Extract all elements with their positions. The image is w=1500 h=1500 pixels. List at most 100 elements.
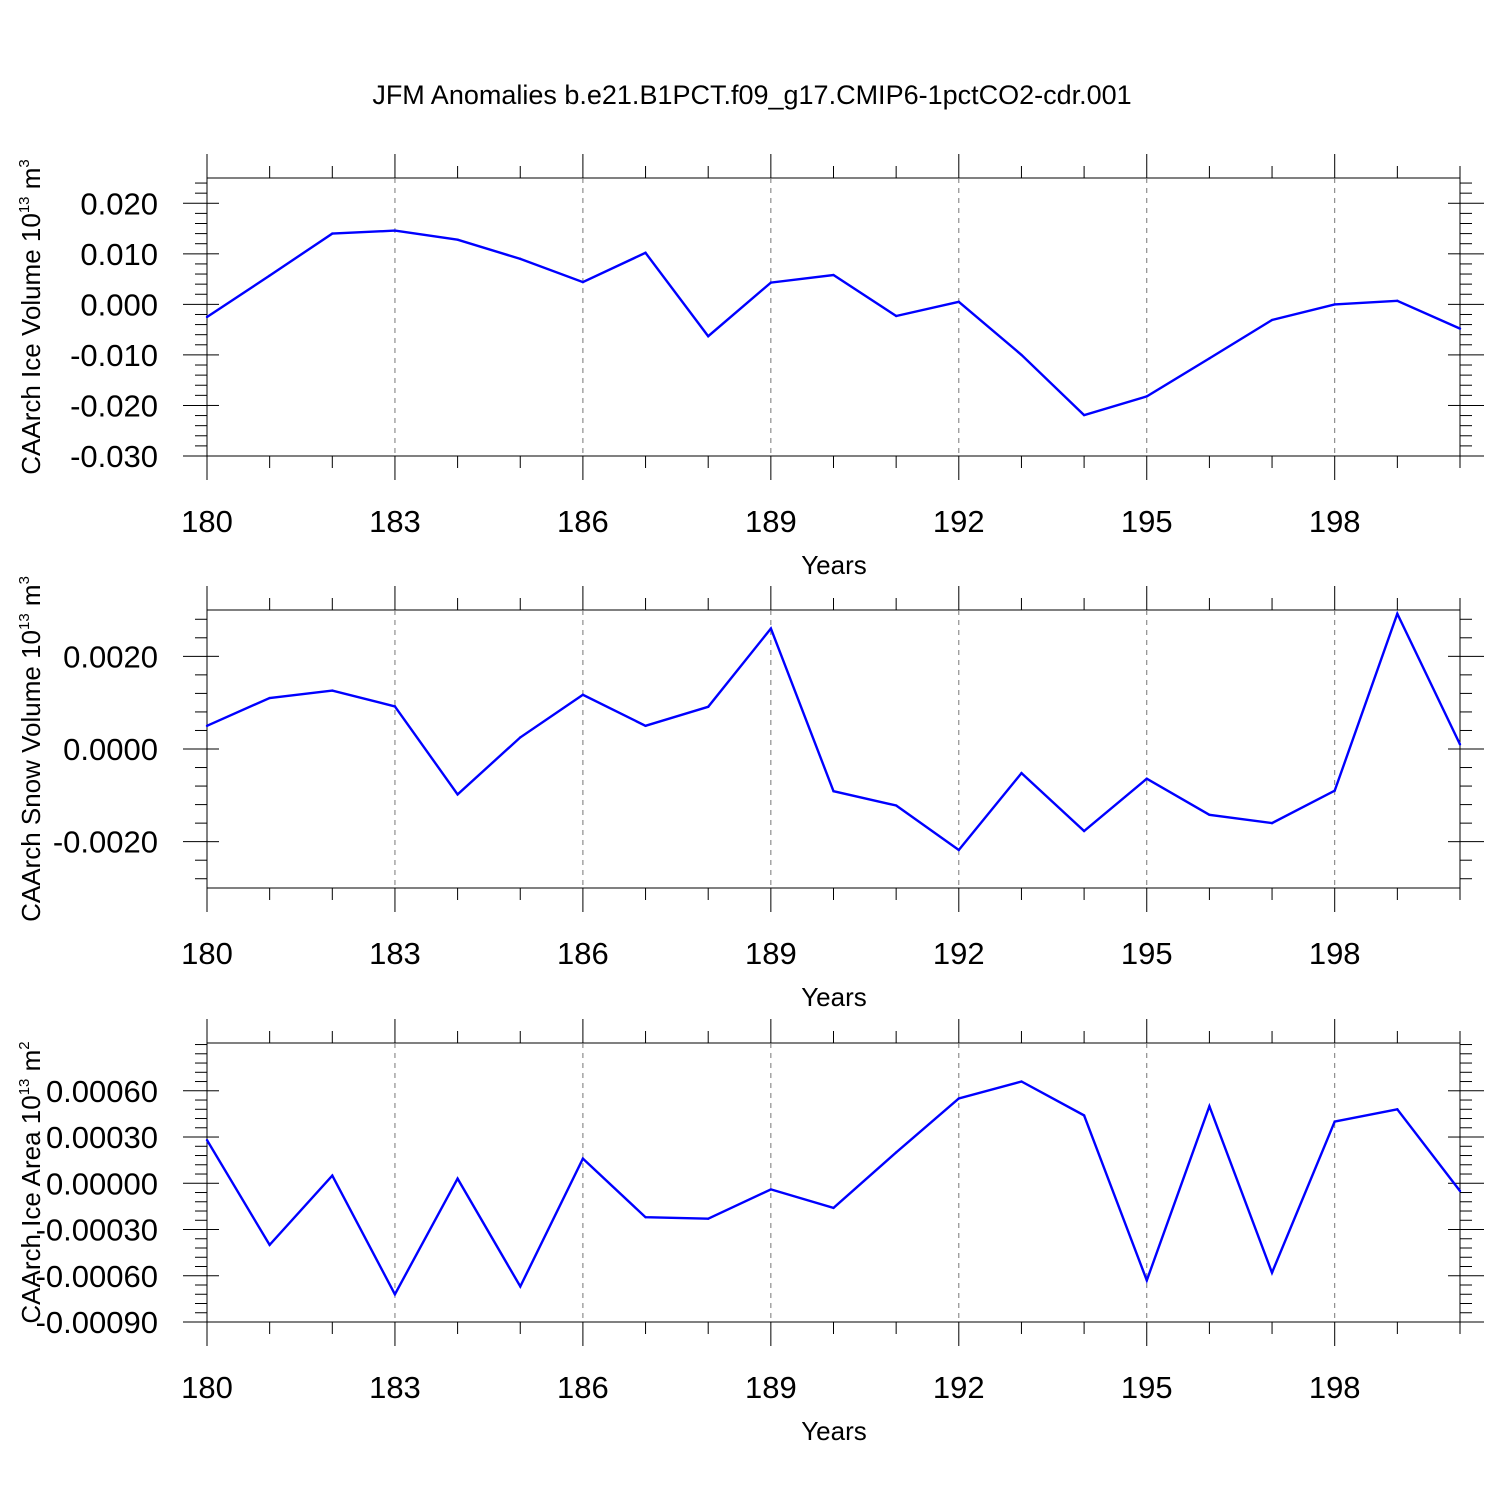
data-point: [1020, 771, 1023, 775]
data-point: [957, 848, 960, 852]
y-tick-label: 0.010: [80, 237, 158, 272]
data-point: [268, 274, 271, 277]
data-point: [1020, 353, 1023, 357]
panel-2: 180 183 186 189 192 195 198 0.0020 0.0000 -0.0020…: [16, 576, 1484, 1012]
y-tick-label: 0.000: [80, 287, 158, 322]
x-tick-label: 180: [181, 504, 233, 539]
data-point: [707, 705, 710, 709]
data-point: [268, 1243, 271, 1247]
data-point: [456, 1177, 459, 1180]
x-tick-label: 192: [933, 504, 985, 539]
x-tick-label: 192: [933, 1370, 985, 1405]
x-tick-label: 192: [933, 936, 985, 971]
y-axis-label: CAArch Snow Volume 1013 m3: [16, 576, 46, 922]
data-point: [1333, 303, 1336, 306]
x-tick-label: 189: [745, 936, 797, 971]
data-point: [581, 1157, 585, 1160]
y-tick-label: 0.020: [80, 186, 158, 221]
data-point: [1333, 789, 1336, 792]
y-tick-label: 0.0000: [63, 732, 158, 767]
data-point: [1145, 1279, 1148, 1282]
x-axis-label: Years: [801, 1416, 867, 1446]
data-point: [1082, 1114, 1086, 1117]
panel-1: 180 183 186 189 192 195 198 0.020 0.010 0.000 -0.0…: [16, 154, 1484, 580]
x-tick-label: 180: [181, 1370, 233, 1405]
x-tick-label: 198: [1309, 936, 1361, 971]
data-point: [205, 724, 209, 728]
data-point: [456, 793, 459, 796]
data-point: [1082, 829, 1086, 833]
data-point: [644, 724, 647, 728]
x-tick-label: 198: [1309, 504, 1361, 539]
data-point: [894, 1151, 898, 1154]
x-tick-label: 183: [369, 936, 421, 971]
data-point: [1270, 1271, 1274, 1274]
y-axis-label: CAArch Ice Area 1013 m2: [16, 1041, 46, 1323]
data-point: [1208, 357, 1211, 360]
panel-3: 180 183 186 189 192 195 198 0.00060 0.00030 0.000…: [16, 1019, 1484, 1446]
y-tick-label: -0.010: [70, 338, 158, 373]
x-tick-label: 186: [557, 504, 609, 539]
x-tick-label: 180: [181, 936, 233, 971]
data-point: [1208, 1104, 1211, 1108]
data-point: [1458, 1189, 1462, 1193]
y-tick-label: 0.00060: [46, 1074, 158, 1109]
data-point: [957, 1097, 960, 1100]
data-point: [331, 689, 334, 692]
x-tick-label: 186: [557, 936, 609, 971]
data-point: [1270, 318, 1274, 322]
x-tick-label: 189: [745, 504, 797, 539]
data-point: [894, 314, 898, 318]
data-point: [331, 1174, 334, 1177]
data-point: [769, 281, 773, 284]
data-point: [1145, 395, 1148, 398]
y-tick-label: 0.0020: [63, 639, 158, 674]
x-tick-label: 195: [1121, 936, 1173, 971]
y-tick-label: -0.030: [70, 439, 158, 474]
data-point: [268, 696, 271, 700]
data-point: [769, 627, 773, 630]
y-tick-label: -0.0020: [53, 825, 158, 860]
data-point: [1145, 777, 1148, 780]
data-point: [769, 1188, 773, 1191]
x-axis-label: Years: [801, 982, 867, 1012]
data-point: [832, 273, 835, 277]
data-point: [1208, 813, 1211, 816]
data-point: [707, 335, 710, 338]
data-point: [393, 705, 397, 708]
data-point: [205, 315, 209, 319]
data-point: [894, 804, 898, 807]
x-tick-label: 186: [557, 1370, 609, 1405]
chart-title: JFM Anomalies b.e21.B1PCT.f09_g17.CMIP6-…: [372, 80, 1131, 110]
x-tick-label: 195: [1121, 1370, 1173, 1405]
data-point: [957, 300, 960, 304]
data-point: [644, 251, 647, 255]
panels: 180 183 186 189 192 195 198 0.020 0.010 0.000 -0.0…: [16, 154, 1484, 1446]
x-tick-label: 198: [1309, 1370, 1361, 1405]
data-point: [1082, 413, 1086, 417]
data-point: [519, 1285, 522, 1288]
data-point: [1458, 327, 1462, 330]
data-point: [1396, 1108, 1399, 1111]
data-point: [832, 789, 835, 793]
x-axis-label: Years: [801, 550, 867, 580]
y-axis-label: CAArch Ice Volume 1013 m3: [16, 159, 46, 475]
data-point: [1396, 299, 1399, 303]
data-point: [1396, 612, 1399, 615]
y-tick-label: 0.00030: [46, 1120, 158, 1155]
data-point: [519, 736, 522, 739]
data-point: [1458, 743, 1462, 746]
data-point: [644, 1215, 647, 1219]
y-tick-label: -0.00090: [36, 1305, 158, 1340]
data-point: [393, 229, 397, 232]
x-tick-label: 189: [745, 1370, 797, 1405]
data-point: [832, 1206, 835, 1210]
y-tick-label: 0.00000: [46, 1166, 158, 1201]
data-point: [1020, 1080, 1023, 1083]
data-point: [581, 693, 585, 696]
data-point: [707, 1217, 710, 1220]
data-point: [331, 232, 334, 235]
y-tick-label: -0.00060: [36, 1259, 158, 1294]
x-tick-label: 183: [369, 1370, 421, 1405]
